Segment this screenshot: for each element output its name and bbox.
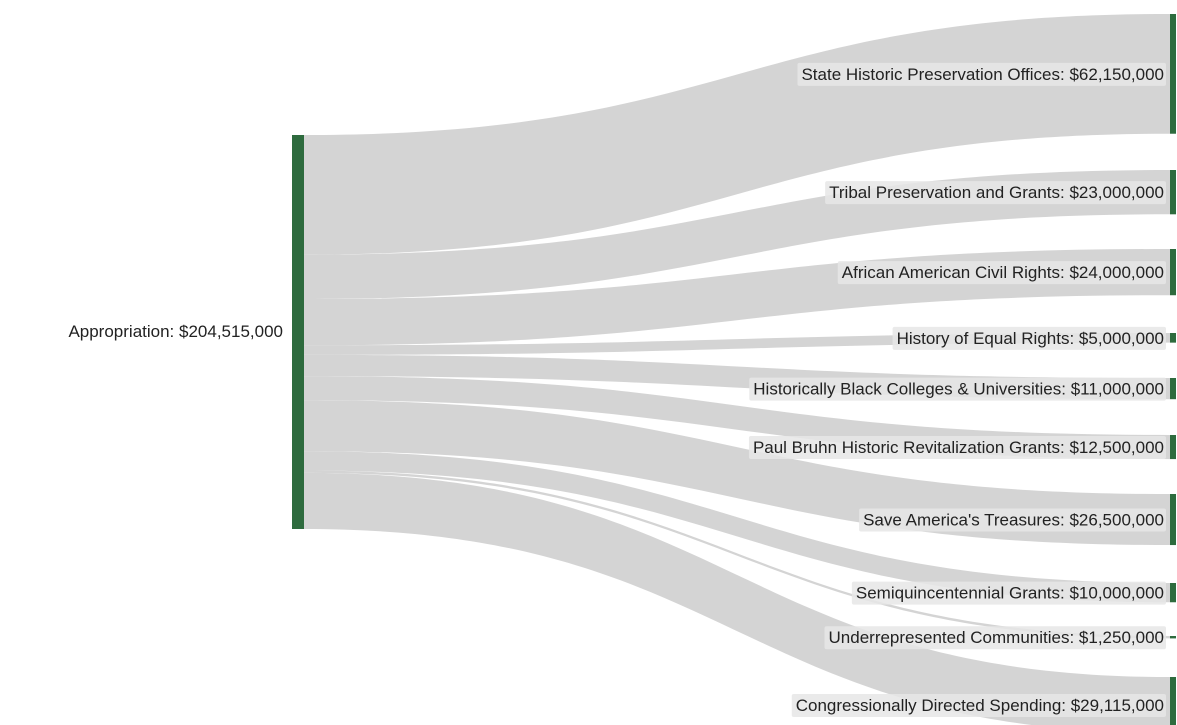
target-node-bar <box>1170 677 1176 725</box>
sankey-nodes <box>292 14 1176 725</box>
source-node-label: Appropriation: $204,515,000 <box>68 322 283 341</box>
target-label-background <box>825 181 1166 205</box>
target-node-bar <box>1170 378 1176 400</box>
sankey-links <box>304 14 1170 725</box>
target-node-label: Paul Bruhn Historic Revitalization Grant… <box>753 438 1164 457</box>
target-node-label: Save America's Treasures: $26,500,000 <box>863 511 1164 530</box>
target-label-background <box>851 581 1166 605</box>
target-node-bar <box>1170 170 1176 215</box>
target-node-label: State Historic Preservation Offices: $62… <box>801 65 1164 84</box>
target-label-background <box>859 508 1166 532</box>
target-node-label: Underrepresented Communities: $1,250,000 <box>829 628 1164 647</box>
sankey-link <box>304 470 1170 639</box>
target-label-background <box>837 261 1166 285</box>
sankey-link <box>304 451 1170 603</box>
source-node-bar <box>292 135 304 529</box>
target-node-bar <box>1170 494 1176 546</box>
target-node-label: History of Equal Rights: $5,000,000 <box>897 329 1164 348</box>
sankey-link <box>304 472 1170 725</box>
target-node-label: Congressionally Directed Spending: $29,1… <box>796 696 1164 715</box>
target-label-background <box>892 326 1166 350</box>
target-node-bar <box>1170 636 1176 639</box>
target-label-background <box>748 436 1166 460</box>
target-node-label: Tribal Preservation and Grants: $23,000,… <box>829 183 1164 202</box>
target-node-bar <box>1170 14 1176 134</box>
target-node-label: African American Civil Rights: $24,000,0… <box>842 263 1164 282</box>
target-node-bar <box>1170 435 1176 460</box>
target-node-bar <box>1170 583 1176 603</box>
target-node-bar <box>1170 249 1176 296</box>
sankey-labels: Appropriation: $204,515,000 State Histor… <box>68 62 1166 718</box>
target-node-label: Semiquincentennial Grants: $10,000,000 <box>856 584 1164 603</box>
target-label-background <box>791 694 1166 718</box>
target-node-label: Historically Black Colleges & Universiti… <box>753 380 1164 399</box>
target-label-background <box>824 626 1166 650</box>
target-node-bar <box>1170 333 1176 343</box>
target-label-background <box>797 62 1166 86</box>
target-label-background <box>749 377 1166 401</box>
